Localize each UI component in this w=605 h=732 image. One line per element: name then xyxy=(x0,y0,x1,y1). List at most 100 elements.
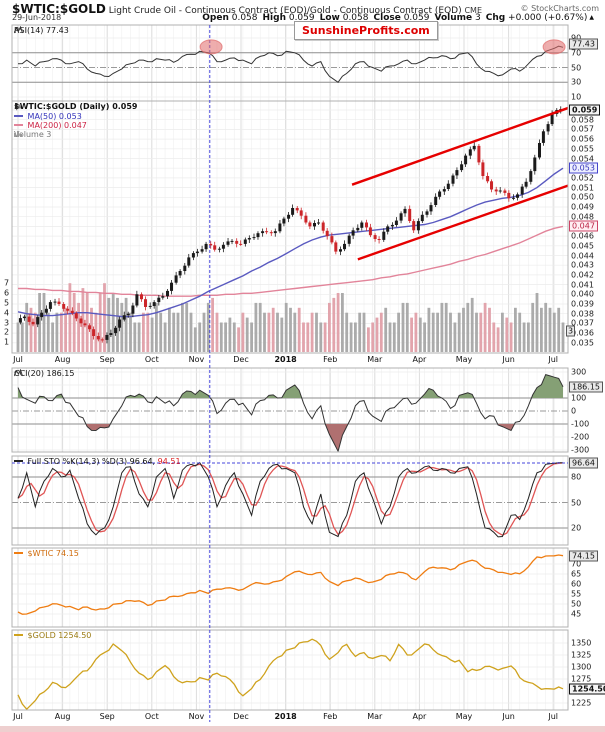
ohlc-quote: Open 0.058 High 0.059 Low 0.058 Close 0.059… xyxy=(197,13,594,23)
x-axis-month-label: Oct xyxy=(144,355,159,364)
y-axis-tick: 45 xyxy=(571,609,582,619)
y-axis-tick: 1325 xyxy=(571,650,592,660)
y-axis-tick: 90 xyxy=(571,34,581,43)
y-axis-tick: 0.046 xyxy=(571,231,594,241)
quote-field-value: +0.000 (+0.67%) xyxy=(505,13,588,23)
chart-date: 29-Jun-2018 xyxy=(12,13,62,22)
ma200-legend: MA(200) 0.047 xyxy=(14,121,87,130)
y-axis-tick: 65 xyxy=(571,569,582,579)
x-axis-month-label: May xyxy=(455,712,473,721)
wtic-label: $WTIC 74.15 xyxy=(27,549,79,558)
wtic-value-box: 74.15 xyxy=(569,550,598,562)
volume-axis-tick: 2 xyxy=(4,327,10,337)
x-axis-month-label: Dec xyxy=(233,355,249,364)
y-axis-tick: 50 xyxy=(571,498,582,507)
indicator-icon xyxy=(14,369,23,377)
x-axis-month-label: May xyxy=(455,355,473,364)
gold-line-icon xyxy=(14,634,23,636)
x-axis-month-label: Aug xyxy=(54,712,71,721)
y-axis-tick: 70 xyxy=(571,48,582,58)
sto-legend: Full STO %K(14,3) %D(3) 96.64, 94.51 xyxy=(14,457,181,466)
volume-axis-tick: 3 xyxy=(4,318,10,327)
price-legend: $WTIC:$GOLD (Daily) 0.059 xyxy=(14,102,138,111)
y-axis-tick: 0.051 xyxy=(571,183,594,193)
quote-field-label: Close xyxy=(373,13,401,23)
y-axis-tick: 50 xyxy=(571,599,582,609)
x-axis-month-label: Jul xyxy=(13,355,23,364)
cci-value-box: 186.15 xyxy=(569,381,603,393)
x-axis-month-label: Aug xyxy=(54,355,71,364)
quote-field-value: 0.059 xyxy=(400,13,430,23)
y-axis-tick: 0.037 xyxy=(571,318,594,328)
y-axis-tick: 1225 xyxy=(571,698,592,708)
y-axis-tick: -300 xyxy=(571,445,590,455)
y-axis-tick: 0.056 xyxy=(571,134,594,144)
y-axis-tick: 0.057 xyxy=(571,124,594,134)
cci-legend: CCI(20) 186.15 xyxy=(14,369,75,378)
x-axis-month-label: Jul xyxy=(548,355,559,364)
sunshine-profits-watermark[interactable]: SunshineProfits.com xyxy=(294,21,438,40)
x-axis-month-label: Sep xyxy=(99,355,115,364)
y-axis-tick: 10 xyxy=(571,92,582,102)
volume-legend: Volume 3 xyxy=(14,130,51,139)
x-axis-month-label: Dec xyxy=(233,712,249,721)
quote-field-label: High xyxy=(262,13,286,23)
ma50-line-icon xyxy=(14,115,23,117)
symbol-description: Light Crude Oil - Continuous Contract (E… xyxy=(108,6,462,16)
y-axis-tick: 0.050 xyxy=(571,192,594,202)
quote-field-label: Chg xyxy=(485,13,506,23)
volume-axis-tick: 6 xyxy=(4,288,10,298)
exchange-label: CME xyxy=(464,6,483,15)
y-axis-tick: 0.049 xyxy=(571,202,594,212)
quote-field-value: 0.058 xyxy=(339,13,369,23)
x-axis-month-label: Mar xyxy=(367,712,383,721)
quote-field-value: 0.059 xyxy=(285,13,315,23)
ma200-label: MA(200) 0.047 xyxy=(27,121,87,130)
x-axis-month-label: Jun xyxy=(502,712,515,721)
x-axis-month-label: Apr xyxy=(412,355,427,364)
sto-line-icon xyxy=(14,460,23,462)
x-axis-month-label: 2018 xyxy=(274,355,297,364)
ma50-legend: MA(50) 0.053 xyxy=(14,112,82,121)
rsi-label: RSI(14) 77.43 xyxy=(14,26,69,35)
gold-label: $GOLD 1254.50 xyxy=(27,631,92,640)
y-axis-tick: 100 xyxy=(571,393,587,403)
y-axis-tick: 50 xyxy=(571,63,582,72)
x-axis-month-label: Jul xyxy=(548,712,559,721)
y-axis-tick: 20 xyxy=(571,523,582,533)
y-axis-tick: 0.038 xyxy=(571,309,594,319)
ma200-line-icon xyxy=(14,124,23,126)
y-axis-tick: 0.035 xyxy=(571,338,594,348)
y-axis-tick: 0.055 xyxy=(571,144,594,154)
rsi-legend: RSI(14) 77.43 xyxy=(14,26,69,35)
volume-label: Volume 3 xyxy=(14,130,52,139)
volume-axis-tick: 5 xyxy=(4,298,10,308)
footer-strip xyxy=(0,726,605,732)
x-axis-month-label: Apr xyxy=(412,712,427,721)
sto-k-label: Full STO %K(14,3) %D(3) 96.64, xyxy=(27,457,156,466)
y-axis-tick: 0.041 xyxy=(571,280,594,290)
quote-field-value: 0.058 xyxy=(228,13,258,23)
x-axis-month-label: Nov xyxy=(188,355,205,364)
x-axis-month-label: Sep xyxy=(99,712,115,721)
wtic-line-icon xyxy=(14,552,23,554)
x-axis-month-label: Mar xyxy=(367,355,383,364)
y-axis-tick: 70 xyxy=(571,559,582,569)
indicator-icon xyxy=(14,26,23,34)
ma50-value-box: 0.053 xyxy=(569,162,598,174)
x-axis-month-label: Oct xyxy=(144,712,159,721)
volume-axis-tick: 1 xyxy=(4,337,10,347)
quote-field-label: Volume xyxy=(434,13,473,23)
y-axis-tick: -100 xyxy=(571,419,590,429)
x-axis-month-label: Jun xyxy=(502,355,515,364)
y-axis-tick: 0.048 xyxy=(571,212,594,222)
y-axis-tick: 300 xyxy=(571,367,587,377)
x-axis-month-label: Feb xyxy=(323,712,338,721)
price-label: $WTIC:$GOLD (Daily) 0.059 xyxy=(14,102,138,111)
sto-value-box: 96.64 xyxy=(569,457,598,469)
ma50-label: MA(50) 0.053 xyxy=(27,112,82,121)
y-axis-tick: 1275 xyxy=(571,674,592,684)
y-axis-tick: 0.036 xyxy=(571,328,594,338)
